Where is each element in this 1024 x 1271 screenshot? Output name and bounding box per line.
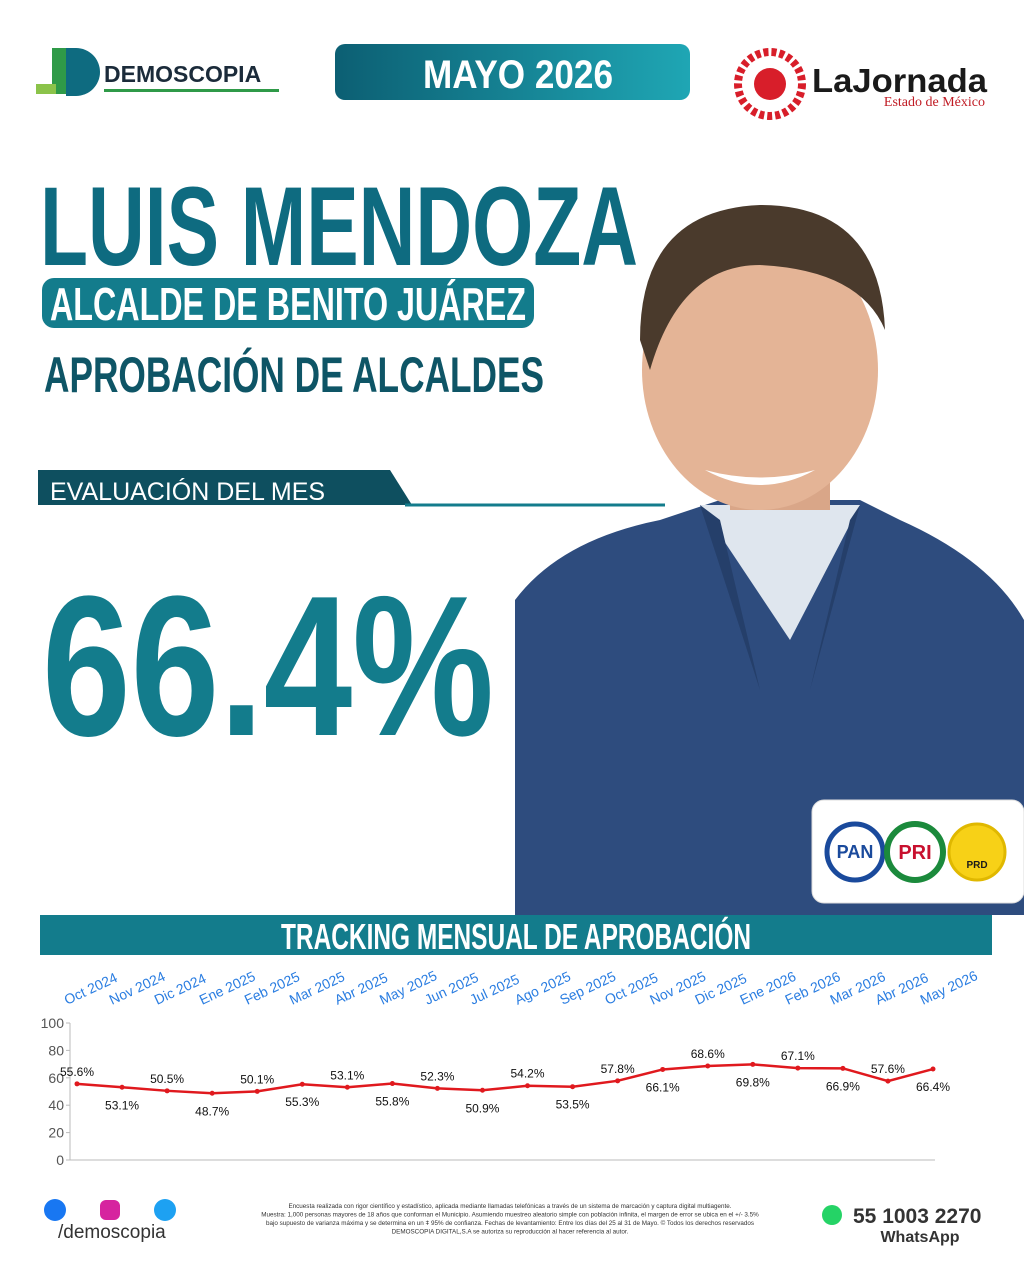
date: MAYO 2026 <box>423 53 613 97</box>
y-tick-label: 60 <box>48 1070 64 1086</box>
point <box>389 1081 395 1087</box>
party: PRI <box>898 842 931 864</box>
partner-sub: Estado de México <box>884 95 985 110</box>
point <box>344 1084 350 1090</box>
value-label: 66.1% <box>646 1080 680 1094</box>
brand: DEMOSCOPIA <box>104 61 261 87</box>
value-label: 57.8% <box>601 1062 635 1076</box>
value-label: 68.6% <box>691 1047 725 1061</box>
point <box>885 1078 891 1084</box>
point <box>254 1088 260 1094</box>
point <box>570 1084 576 1090</box>
instagram-icon[interactable] <box>100 1200 120 1220</box>
value-label: 69.8% <box>736 1075 770 1089</box>
partner-logo <box>734 48 806 120</box>
point <box>660 1066 666 1072</box>
whatsapp-icon <box>822 1205 842 1225</box>
party-logo <box>824 821 886 883</box>
disclaimer: Muestra: 1,000 personas mayores de 18 añ… <box>261 1212 759 1219</box>
party-logo <box>947 822 1007 882</box>
point <box>119 1084 125 1090</box>
value-label: 67.1% <box>781 1049 815 1063</box>
value-label: 55.8% <box>375 1095 409 1109</box>
value-label: 54.2% <box>511 1067 545 1081</box>
point <box>615 1078 621 1084</box>
point <box>795 1065 801 1071</box>
value-label: 50.9% <box>465 1101 499 1115</box>
handle: /demoscopia <box>58 1222 166 1243</box>
point <box>479 1087 485 1093</box>
point <box>74 1081 80 1087</box>
twitter-icon[interactable] <box>154 1199 176 1221</box>
portrait <box>515 205 1024 915</box>
value-label: 57.6% <box>871 1062 905 1076</box>
date-pill <box>335 44 690 100</box>
disclaimer: DEMOSCOPIA DIGITAL,S.A se autoriza su re… <box>392 1229 629 1236</box>
whatsapp: WhatsApp <box>880 1229 959 1246</box>
y-tick-label: 100 <box>41 1015 65 1031</box>
y-tick-label: 80 <box>48 1042 64 1058</box>
party-logo <box>884 821 946 883</box>
value-label: 66.9% <box>826 1079 860 1093</box>
disclaimer: Encuesta realizada con rigor científico … <box>288 1203 731 1210</box>
point <box>164 1088 170 1094</box>
value-label: 55.6% <box>60 1065 94 1079</box>
value-label: 55.3% <box>285 1095 319 1109</box>
value-label: 50.5% <box>150 1072 184 1086</box>
party: PAN <box>837 842 874 862</box>
y-tick-label: 20 <box>48 1125 64 1141</box>
brand-underline <box>104 89 279 92</box>
eval-value: 66.4% <box>42 555 494 778</box>
chart-title: TRACKING MENSUAL DE APROBACIÓN <box>281 915 751 957</box>
point <box>840 1065 846 1071</box>
point <box>434 1085 440 1091</box>
subtitle: APROBACIÓN DE ALCALDES <box>44 347 544 403</box>
eval-banner <box>38 470 412 505</box>
brand-logo <box>36 48 100 96</box>
eval-label: EVALUACIÓN DEL MES <box>50 477 325 506</box>
point <box>930 1066 936 1072</box>
y-tick-label: 0 <box>56 1152 64 1168</box>
y-tick-label: 40 <box>48 1097 64 1113</box>
phone: 55 1003 2270 <box>853 1205 981 1228</box>
x-tick-label: May 2026 <box>918 967 981 1008</box>
point <box>705 1063 711 1069</box>
line <box>76 1063 934 1095</box>
party: PRD <box>966 860 987 871</box>
facebook-icon[interactable] <box>44 1199 66 1221</box>
point <box>525 1083 531 1089</box>
point <box>209 1090 215 1096</box>
role-pill <box>42 278 534 328</box>
value-label: 66.4% <box>916 1080 950 1094</box>
partner: LaJornada <box>812 62 988 99</box>
value-label: 53.5% <box>556 1098 590 1112</box>
value-label: 52.3% <box>420 1069 454 1083</box>
disclaimer: bajo supuesto de varianza máxima y se de… <box>266 1219 754 1227</box>
value-label: 50.1% <box>240 1072 274 1086</box>
point <box>299 1081 305 1087</box>
chart-banner <box>40 915 992 955</box>
value-label: 48.7% <box>195 1104 229 1118</box>
value-label: 53.1% <box>330 1068 364 1082</box>
value-label: 53.1% <box>105 1098 139 1112</box>
role: ALCALDE DE BENITO JUÁREZ <box>50 278 526 330</box>
name: LUIS MENDOZA <box>40 164 638 289</box>
point <box>750 1061 756 1067</box>
